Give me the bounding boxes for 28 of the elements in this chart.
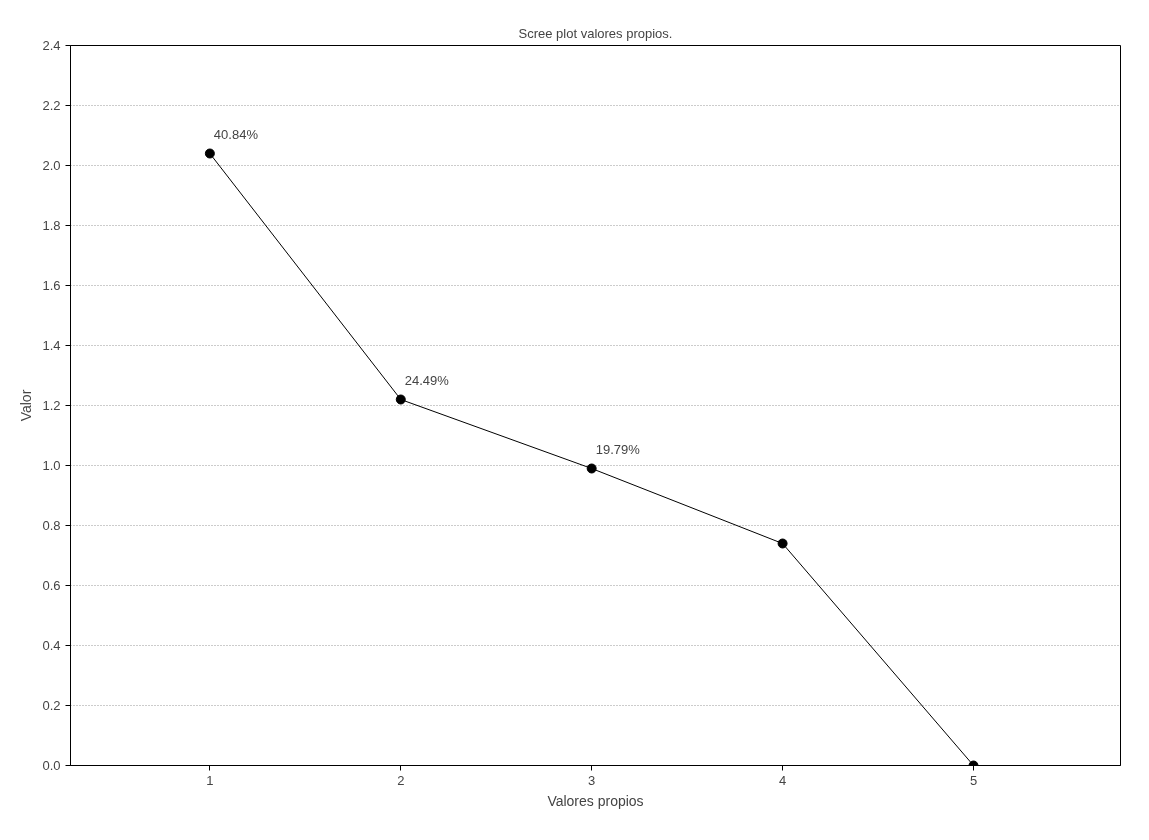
x-tick-label: 3 (588, 772, 596, 788)
point (204, 148, 215, 159)
y-axis-title: Valor (18, 389, 35, 422)
point (395, 394, 406, 405)
y-tick-label: 2.4 (42, 38, 61, 53)
y-tick-label: 0.2 (42, 698, 61, 713)
annotation: 40.84% (213, 126, 259, 142)
y-tick-label: 0.8 (42, 518, 61, 533)
x-tick-label: 4 (778, 772, 787, 788)
y-tick-label: 0.4 (42, 638, 61, 653)
point (586, 463, 597, 474)
y-tick-label: 1.8 (42, 218, 61, 233)
point (777, 538, 788, 549)
y-tick-label: 0.6 (42, 578, 61, 593)
y-tick-label: 1.4 (42, 338, 61, 353)
y-tick-label: 1.6 (42, 278, 61, 293)
y-tick-label: 1.2 (42, 398, 61, 413)
annotation: 24.49% (404, 372, 450, 388)
y-tick-label: 1.0 (42, 458, 61, 473)
x-tick-label: 1 (206, 772, 214, 788)
y-tick-label: 2.0 (42, 158, 61, 173)
annotation: 19.79% (595, 441, 641, 457)
x-tick-label: 5 (969, 772, 978, 788)
y-tick-label: 2.2 (42, 98, 61, 113)
y-tick-label: 0.0 (42, 758, 61, 773)
x-axis-title: Valores propios (547, 792, 644, 809)
chart-title: Scree plot valores propios. (518, 25, 673, 41)
x-tick-label: 2 (397, 772, 405, 788)
